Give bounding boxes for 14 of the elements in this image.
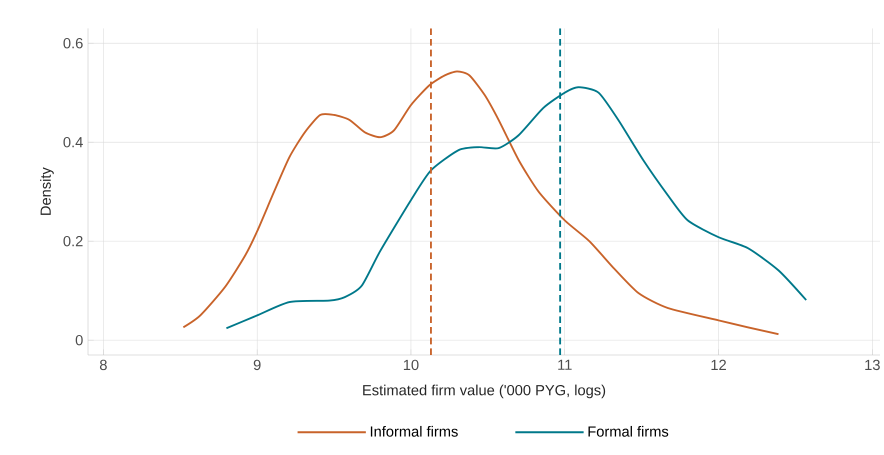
x-axis-title: Estimated firm value ('000 PYG, logs) xyxy=(363,384,606,398)
x-tick-label: 10 xyxy=(404,360,419,370)
y-tick-label: 0 xyxy=(76,334,83,346)
legend-label: Informal firms xyxy=(370,426,458,437)
x-tick-label: 8 xyxy=(100,360,107,370)
x-tick-label: 11 xyxy=(558,360,572,370)
x-tick-label: 9 xyxy=(254,360,261,370)
y-tick-label: 0.4 xyxy=(63,137,83,148)
x-tick-label: 13 xyxy=(865,360,880,370)
y-tick-label: 0.6 xyxy=(63,38,83,48)
y-axis-title: Density xyxy=(40,167,54,215)
legend-label: Formal firms xyxy=(588,426,668,437)
x-tick-label: 12 xyxy=(711,360,726,370)
y-tick-label: 0.2 xyxy=(63,236,83,246)
